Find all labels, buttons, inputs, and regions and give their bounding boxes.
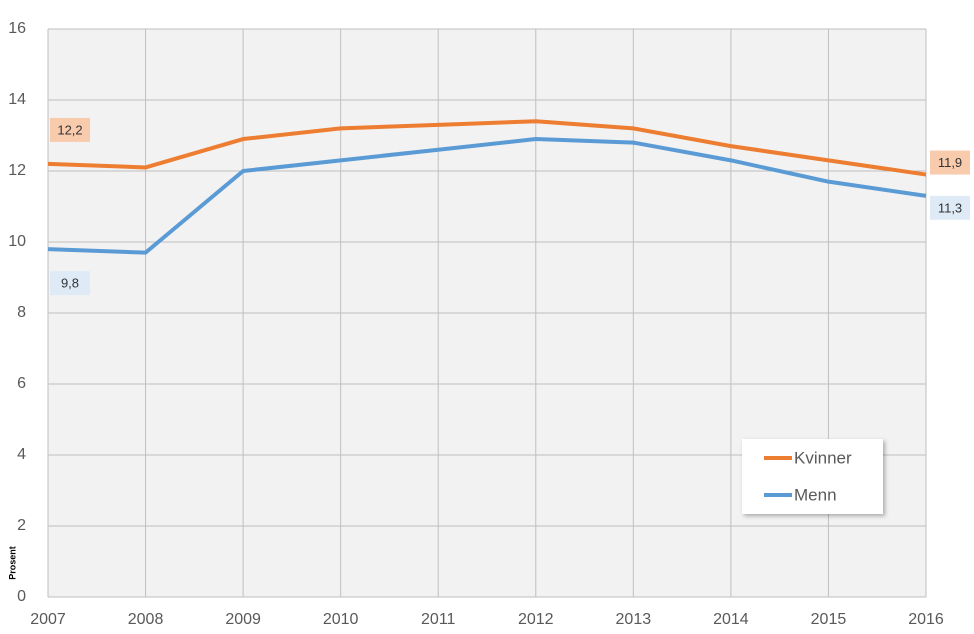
x-tick-label: 2008 [128,611,164,628]
y-tick-label: 16 [8,20,26,37]
data-label: 9,8 [50,271,90,296]
y-axis-label: Prosent [7,546,17,580]
data-label-box [930,195,970,220]
data-label-text: 11,3 [938,200,962,215]
data-label: 12,2 [50,117,90,142]
legend: Kvinner Menn [742,439,883,514]
series-line [47,137,927,255]
y-tick-label: 4 [17,446,26,463]
y-tick-label: 0 [17,588,26,605]
y-tick-label: 12 [8,162,26,179]
y-tick-label: 6 [17,375,26,392]
data-label: 11,9 [930,150,970,175]
legend-label: Menn [794,485,837,504]
x-tick-label: 2011 [421,611,456,628]
x-tick-label: 2014 [713,611,749,628]
legend-box [742,439,883,514]
x-tick-label: 2010 [323,611,359,628]
data-label-text: 11,9 [938,155,962,170]
x-tick-label: 2016 [908,611,944,628]
x-tick-label: 2013 [616,611,652,628]
x-tick-label: 2009 [225,611,261,628]
data-label-box [50,117,90,142]
data-label: 11,3 [930,195,970,220]
x-tick-label: 2012 [518,611,554,628]
y-tick-label: 14 [8,91,26,108]
x-tick-label: 2015 [811,611,847,628]
data-label-text: 9,8 [61,276,79,291]
legend-label: Kvinner [794,448,852,467]
y-tick-label: 10 [8,233,26,250]
data-label-text: 12,2 [57,122,82,137]
y-tick-label: 2 [17,517,26,534]
series-line [47,119,927,177]
data-label-box [930,150,970,175]
data-label-box [50,271,90,296]
y-tick-label: 8 [17,304,26,321]
x-tick-label: 2007 [30,611,66,628]
